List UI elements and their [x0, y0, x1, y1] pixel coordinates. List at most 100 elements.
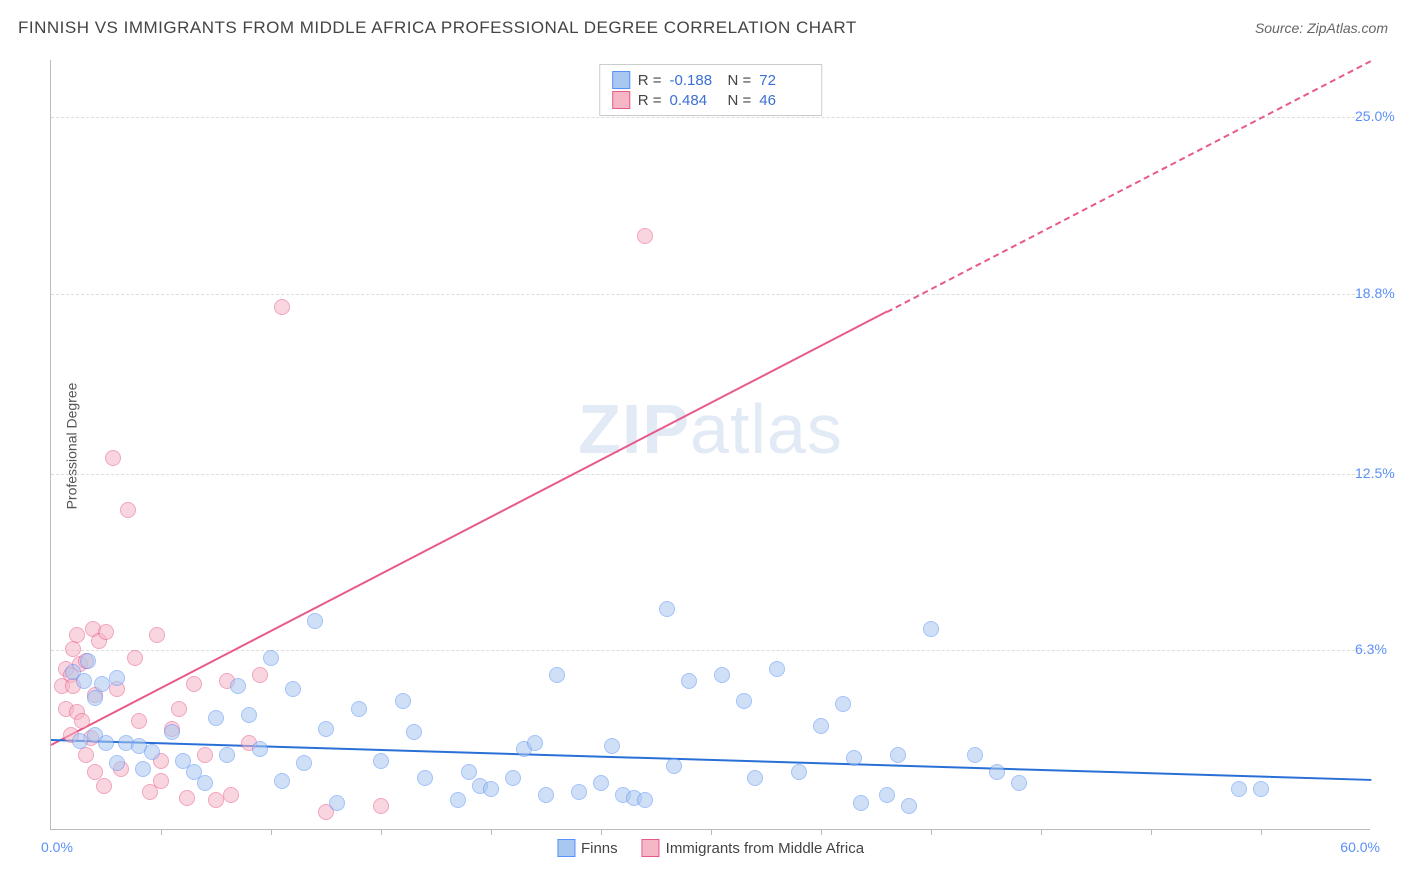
x-tick-mark — [381, 829, 382, 835]
data-point-finns — [98, 735, 114, 751]
y-tick-label: 18.8% — [1355, 285, 1406, 301]
data-point-mafrica — [96, 778, 112, 794]
data-point-finns — [1231, 781, 1247, 797]
data-point-finns — [296, 755, 312, 771]
legend: Finns Immigrants from Middle Africa — [557, 839, 864, 857]
data-point-finns — [659, 601, 675, 617]
data-point-mafrica — [208, 792, 224, 808]
data-point-finns — [813, 718, 829, 734]
data-point-finns — [94, 676, 110, 692]
data-point-finns — [230, 678, 246, 694]
x-tick-mark — [161, 829, 162, 835]
data-point-mafrica — [171, 701, 187, 717]
data-point-finns — [846, 750, 862, 766]
data-point-finns — [527, 735, 543, 751]
data-point-finns — [417, 770, 433, 786]
data-point-mafrica — [179, 790, 195, 806]
x-axis-min-label: 0.0% — [41, 839, 73, 855]
data-point-finns — [329, 795, 345, 811]
legend-item-finns: Finns — [557, 839, 618, 857]
x-tick-mark — [271, 829, 272, 835]
data-point-finns — [791, 764, 807, 780]
data-point-finns — [318, 721, 334, 737]
data-point-finns — [87, 690, 103, 706]
gridline — [51, 117, 1370, 118]
x-axis-max-label: 60.0% — [1340, 839, 1380, 855]
data-point-finns — [538, 787, 554, 803]
data-point-finns — [923, 621, 939, 637]
data-point-mafrica — [74, 713, 90, 729]
data-point-finns — [483, 781, 499, 797]
data-point-finns — [879, 787, 895, 803]
data-point-finns — [593, 775, 609, 791]
data-point-finns — [80, 653, 96, 669]
y-tick-label: 25.0% — [1355, 108, 1406, 124]
gridline — [51, 650, 1370, 651]
swatch-finns — [612, 71, 630, 89]
data-point-finns — [208, 710, 224, 726]
data-point-mafrica — [252, 667, 268, 683]
y-tick-label: 6.3% — [1355, 641, 1406, 657]
data-point-finns — [351, 701, 367, 717]
x-tick-mark — [1041, 829, 1042, 835]
data-point-finns — [135, 761, 151, 777]
data-point-finns — [666, 758, 682, 774]
data-point-finns — [197, 775, 213, 791]
data-point-finns — [72, 733, 88, 749]
data-point-finns — [505, 770, 521, 786]
data-point-mafrica — [274, 299, 290, 315]
data-point-finns — [252, 741, 268, 757]
x-tick-mark — [821, 829, 822, 835]
legend-swatch-finns — [557, 839, 575, 857]
data-point-finns — [164, 724, 180, 740]
data-point-mafrica — [637, 228, 653, 244]
data-point-finns — [890, 747, 906, 763]
data-point-mafrica — [98, 624, 114, 640]
data-point-finns — [681, 673, 697, 689]
x-tick-mark — [1261, 829, 1262, 835]
data-point-mafrica — [223, 787, 239, 803]
y-tick-label: 12.5% — [1355, 465, 1406, 481]
data-point-finns — [901, 798, 917, 814]
data-point-finns — [461, 764, 477, 780]
x-tick-mark — [711, 829, 712, 835]
data-point-finns — [853, 795, 869, 811]
data-point-finns — [406, 724, 422, 740]
trend-line — [51, 311, 888, 746]
trend-line — [887, 60, 1372, 313]
data-point-finns — [263, 650, 279, 666]
data-point-finns — [747, 770, 763, 786]
data-point-finns — [714, 667, 730, 683]
data-point-finns — [549, 667, 565, 683]
source-attribution: Source: ZipAtlas.com — [1255, 20, 1388, 36]
data-point-finns — [109, 670, 125, 686]
swatch-mafrica — [612, 91, 630, 109]
x-tick-mark — [601, 829, 602, 835]
data-point-mafrica — [153, 773, 169, 789]
legend-item-mafrica: Immigrants from Middle Africa — [642, 839, 864, 857]
data-point-mafrica — [186, 676, 202, 692]
data-point-finns — [219, 747, 235, 763]
data-point-mafrica — [78, 747, 94, 763]
data-point-mafrica — [69, 627, 85, 643]
data-point-mafrica — [149, 627, 165, 643]
data-point-mafrica — [197, 747, 213, 763]
data-point-finns — [395, 693, 411, 709]
data-point-finns — [307, 613, 323, 629]
gridline — [51, 294, 1370, 295]
stats-row-finns: R = -0.188 N = 72 — [612, 71, 810, 89]
data-point-finns — [1253, 781, 1269, 797]
chart-title: FINNISH VS IMMIGRANTS FROM MIDDLE AFRICA… — [18, 18, 857, 38]
scatter-plot-area: ZIPatlas R = -0.188 N = 72 R = 0.484 N =… — [50, 60, 1370, 830]
data-point-finns — [76, 673, 92, 689]
data-point-finns — [109, 755, 125, 771]
data-point-finns — [285, 681, 301, 697]
gridline — [51, 474, 1370, 475]
data-point-finns — [241, 707, 257, 723]
stats-row-mafrica: R = 0.484 N = 46 — [612, 91, 810, 109]
data-point-finns — [373, 753, 389, 769]
data-point-finns — [450, 792, 466, 808]
data-point-mafrica — [373, 798, 389, 814]
x-tick-mark — [1151, 829, 1152, 835]
data-point-finns — [989, 764, 1005, 780]
